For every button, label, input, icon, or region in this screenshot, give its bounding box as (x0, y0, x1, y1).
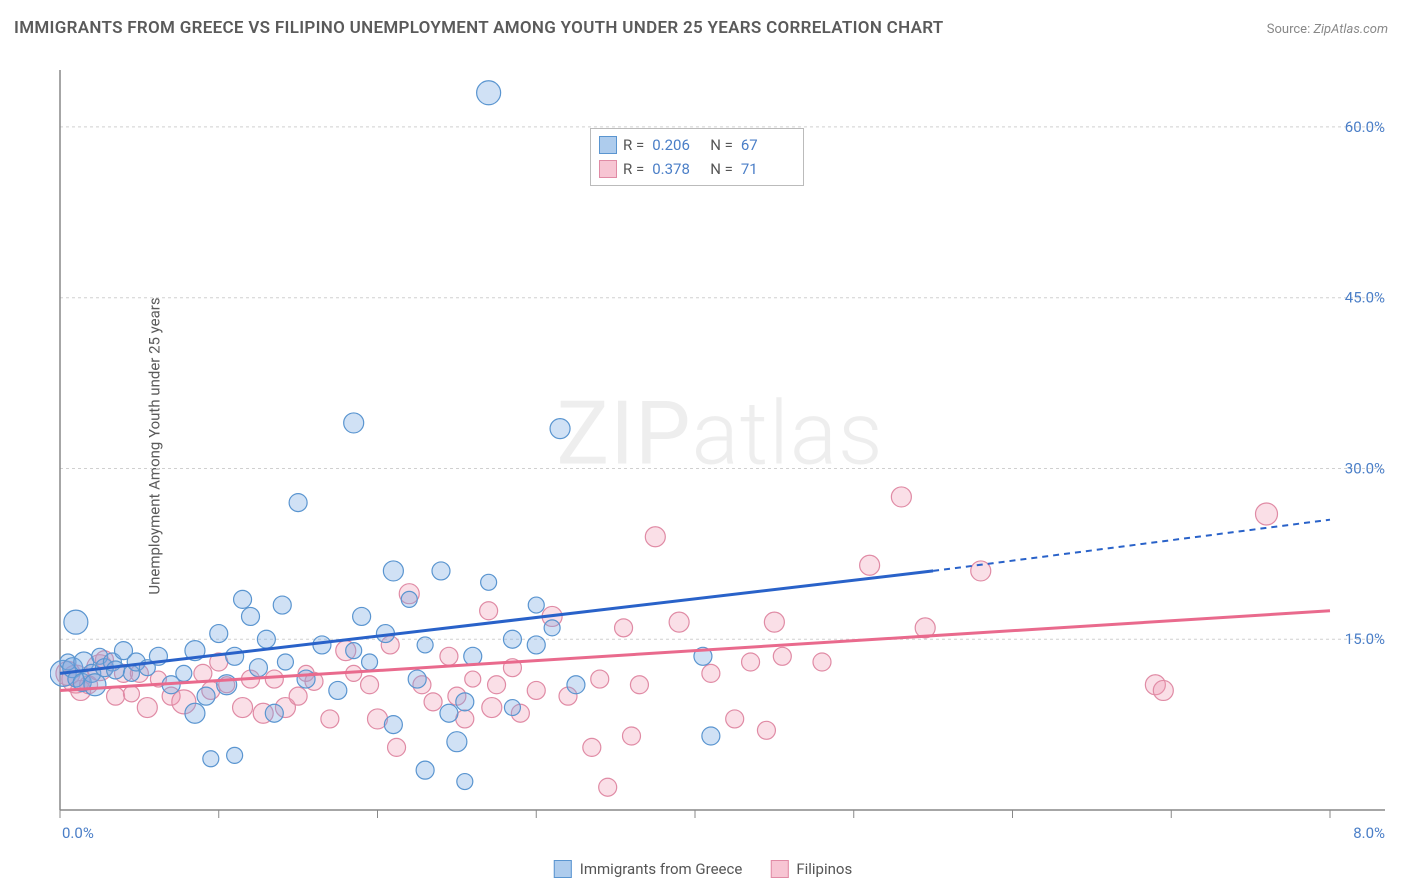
svg-text:8.0%: 8.0% (1353, 824, 1385, 840)
svg-text:30.0%: 30.0% (1345, 459, 1385, 477)
source-attribution: Source: ZipAtlas.com (1267, 22, 1388, 37)
legend-swatch (554, 860, 572, 878)
legend-swatch-blue (599, 136, 617, 154)
chart-title: IMMIGRANTS FROM GREECE VS FILIPINO UNEMP… (14, 18, 944, 38)
source-value: ZipAtlas.com (1313, 22, 1388, 37)
plot-area: 15.0%30.0%45.0%60.0%0.0%8.0% ZIPatlas R … (50, 60, 1390, 840)
legend-label: Filipinos (796, 860, 852, 878)
legend-series: Immigrants from Greece Filipinos (554, 860, 852, 878)
svg-text:15.0%: 15.0% (1345, 630, 1385, 648)
legend-label: Immigrants from Greece (580, 860, 743, 878)
legend-swatch-pink (599, 160, 617, 178)
svg-text:60.0%: 60.0% (1345, 118, 1385, 136)
legend-item-greece: Immigrants from Greece (554, 860, 743, 878)
legend-item-filipinos: Filipinos (770, 860, 852, 878)
legend-correlation: R = 0.206 N = 67 R = 0.378 N = 71 (590, 128, 804, 186)
svg-text:0.0%: 0.0% (62, 824, 94, 840)
legend-row-filipinos: R = 0.378 N = 71 (599, 157, 793, 181)
legend-row-greece: R = 0.206 N = 67 (599, 133, 793, 157)
legend-swatch (770, 860, 788, 878)
source-label: Source: (1267, 22, 1310, 37)
svg-text:45.0%: 45.0% (1345, 289, 1385, 307)
